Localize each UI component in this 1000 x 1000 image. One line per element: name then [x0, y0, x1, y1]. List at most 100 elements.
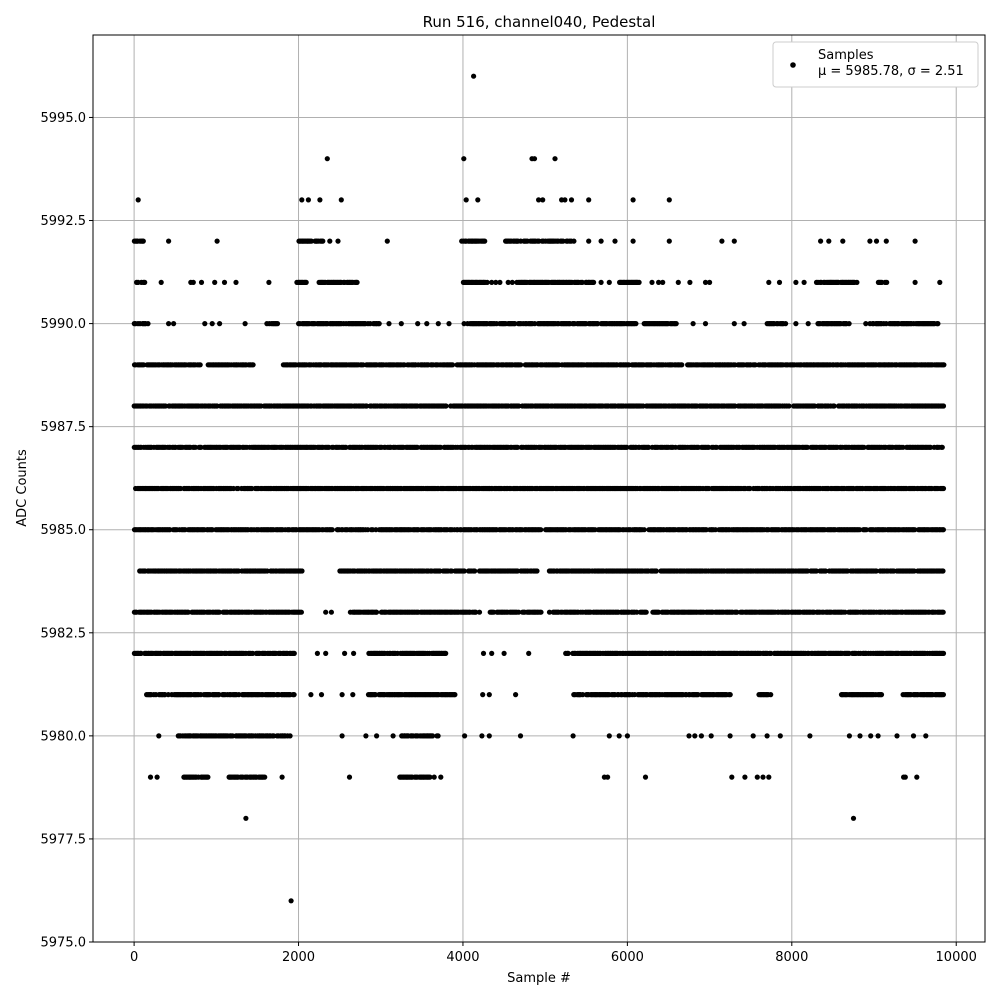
- data-point: [805, 321, 811, 327]
- data-point: [766, 279, 772, 285]
- data-point: [660, 279, 666, 285]
- data-point: [202, 321, 208, 327]
- data-point: [274, 321, 281, 327]
- data-point: [776, 279, 783, 285]
- data-point: [656, 279, 662, 285]
- data-point: [516, 403, 522, 409]
- data-point: [450, 362, 456, 368]
- data-point: [489, 279, 495, 285]
- data-point: [250, 650, 256, 657]
- data-point: [329, 527, 335, 533]
- data-point: [911, 568, 917, 574]
- data-point: [242, 321, 248, 327]
- data-point: [424, 321, 430, 327]
- data-point: [783, 321, 789, 327]
- data-point: [505, 279, 511, 285]
- data-point: [171, 321, 177, 327]
- data-point: [935, 321, 941, 327]
- data-point: [624, 444, 630, 450]
- data-point: [398, 321, 404, 327]
- data-point: [690, 321, 696, 327]
- data-point: [446, 321, 452, 327]
- data-point: [476, 609, 483, 615]
- data-point: [571, 238, 577, 244]
- data-point: [291, 650, 297, 657]
- data-point: [166, 321, 172, 327]
- data-point: [509, 279, 515, 285]
- data-point: [857, 527, 863, 533]
- data-point: [675, 279, 681, 285]
- data-point: [912, 279, 918, 285]
- data-point: [217, 321, 223, 327]
- data-point: [741, 321, 747, 327]
- data-point: [831, 403, 837, 409]
- data-point: [216, 609, 222, 615]
- data-point: [687, 279, 693, 285]
- data-point: [840, 238, 846, 244]
- data-point: [861, 444, 867, 450]
- data-point: [719, 238, 725, 244]
- data-point: [595, 321, 601, 327]
- data-point: [818, 238, 824, 244]
- data-point: [214, 238, 220, 244]
- data-point: [308, 238, 314, 244]
- data-point: [264, 568, 270, 574]
- data-point: [633, 321, 639, 327]
- data-point: [786, 403, 792, 409]
- data-point: [813, 568, 820, 574]
- data-point: [212, 279, 218, 285]
- data-point: [534, 568, 540, 574]
- data-point: [299, 568, 305, 574]
- data-points: [131, 73, 947, 904]
- data-point: [335, 238, 341, 244]
- data-point: [443, 650, 449, 657]
- chart-title: Run 516, channel040, Pedestal: [423, 13, 656, 31]
- data-point: [801, 279, 807, 285]
- data-point: [941, 362, 947, 368]
- data-point: [221, 279, 228, 285]
- data-point: [630, 238, 636, 244]
- data-point: [364, 403, 370, 409]
- data-point: [327, 238, 333, 244]
- data-point: [940, 568, 946, 574]
- data-point: [884, 279, 890, 285]
- data-point: [679, 362, 685, 368]
- data-point: [145, 321, 151, 327]
- data-point: [606, 279, 612, 285]
- data-point: [472, 568, 478, 574]
- data-point: [854, 279, 860, 285]
- data-point: [515, 444, 521, 450]
- data-point: [328, 609, 334, 615]
- data-point: [643, 609, 649, 615]
- data-point: [804, 444, 811, 450]
- data-point: [250, 362, 256, 368]
- data-point: [666, 238, 672, 244]
- data-point: [138, 650, 144, 657]
- data-point: [731, 238, 737, 244]
- data-point: [518, 362, 524, 368]
- data-point: [266, 279, 272, 285]
- data-point: [747, 485, 753, 492]
- data-point: [940, 485, 947, 492]
- data-point: [185, 609, 191, 615]
- data-point: [731, 321, 737, 327]
- data-point: [793, 321, 799, 327]
- data-point: [939, 444, 945, 450]
- data-point: [826, 238, 832, 244]
- data-point: [649, 279, 655, 285]
- data-point: [538, 527, 544, 533]
- data-point: [482, 238, 488, 244]
- data-point: [940, 403, 947, 409]
- data-point: [497, 279, 503, 285]
- data-point: [653, 568, 659, 574]
- data-point: [846, 321, 852, 327]
- data-point: [140, 238, 146, 244]
- data-point: [415, 321, 421, 327]
- data-point: [937, 279, 943, 285]
- data-point: [166, 238, 172, 244]
- data-point: [484, 279, 490, 285]
- data-point: [374, 609, 380, 615]
- data-point: [354, 279, 360, 285]
- data-point: [443, 403, 449, 409]
- data-point: [343, 444, 349, 450]
